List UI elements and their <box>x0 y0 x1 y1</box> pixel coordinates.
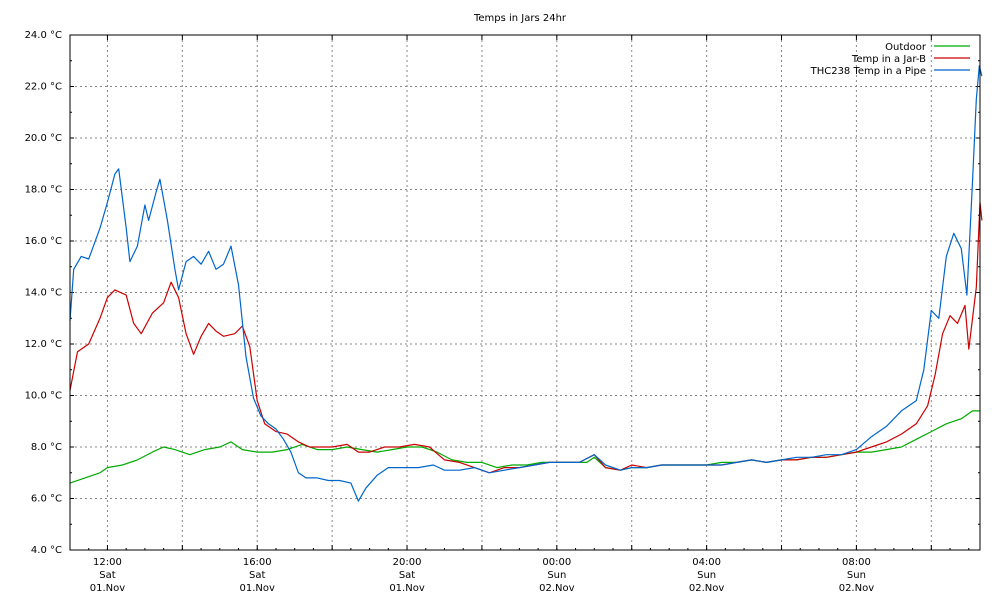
axis-layer: 4.0 °C 6.0 °C 8.0 °C 10.0 °C 12.0 °C 14.0 °C 1… <box>25 30 980 594</box>
series-line-2 <box>69 201 983 474</box>
y-tick-label: 20.0 °C <box>25 133 62 144</box>
x-tick-day: Sun <box>847 570 866 581</box>
y-tick-label: 14.0 °C <box>25 288 62 299</box>
x-tick-time: 08:00 <box>842 557 871 568</box>
x-tick-date: 01.Nov <box>389 583 425 594</box>
y-tick-label: 24.0 °C <box>25 30 62 41</box>
y-tick-label: 10.0 °C <box>25 391 62 402</box>
x-tick-time: 16:00 <box>243 557 272 568</box>
y-tick-label: 18.0 °C <box>25 185 62 196</box>
y-tick-label: 22.0 °C <box>25 82 62 93</box>
series-layer <box>69 65 983 502</box>
x-tick-time: 00:00 <box>542 557 571 568</box>
x-tick-date: 02.Nov <box>539 583 575 594</box>
grid-layer <box>70 35 980 550</box>
legend-label: Temp in a Jar-B <box>851 54 926 65</box>
y-tick-label: 12.0 °C <box>25 339 62 350</box>
x-tick-day: Sat <box>399 570 415 581</box>
y-tick-label: 4.0 °C <box>31 545 62 556</box>
x-tick-day: Sat <box>249 570 265 581</box>
x-tick-day: Sun <box>697 570 716 581</box>
chart-title: Temps in Jars 24hr <box>473 13 567 24</box>
y-tick-label: 16.0 °C <box>25 236 62 247</box>
x-tick-date: 02.Nov <box>689 583 725 594</box>
x-tick-date: 02.Nov <box>839 583 875 594</box>
y-tick-label: 8.0 °C <box>31 442 62 453</box>
x-tick-day: Sun <box>547 570 566 581</box>
series-line-3 <box>69 65 983 502</box>
x-tick-date: 01.Nov <box>240 583 276 594</box>
x-tick-time: 12:00 <box>93 557 122 568</box>
x-tick-date: 01.Nov <box>90 583 126 594</box>
x-tick-day: Sat <box>99 570 115 581</box>
legend-label: THC238 Temp in a Pipe <box>810 66 926 77</box>
legend-label: Outdoor <box>885 42 927 53</box>
y-tick-label: 6.0 °C <box>31 494 62 505</box>
x-tick-time: 04:00 <box>692 557 721 568</box>
plot-frame <box>69 34 981 551</box>
x-tick-time: 20:00 <box>393 557 422 568</box>
